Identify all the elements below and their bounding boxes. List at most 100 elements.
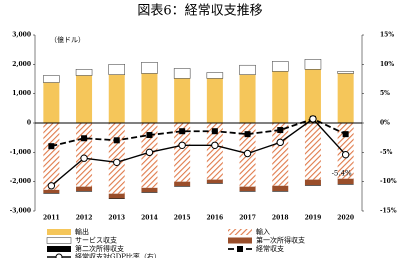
bar-segment xyxy=(108,74,125,123)
legend-label: 第一次所得収支 xyxy=(256,236,305,245)
bar-segment xyxy=(337,184,354,185)
marker xyxy=(113,137,120,144)
x-tick-label: 2013 xyxy=(108,215,125,222)
legend-swatch xyxy=(47,246,71,252)
marker xyxy=(342,131,349,138)
data-label: -5.4% xyxy=(332,170,352,178)
y-tick-label: 0 xyxy=(27,120,31,127)
y2-tick-label: 5% xyxy=(380,90,390,97)
bar-segment xyxy=(108,123,125,194)
legend-label: 経常収支 xyxy=(256,244,284,253)
y-tick-label: 3,000 xyxy=(12,32,31,39)
legend-swatch xyxy=(228,237,252,244)
x-tick-label: 2020 xyxy=(337,215,354,222)
bar-segment xyxy=(173,68,191,79)
bar-segment xyxy=(239,74,256,123)
bar-segment xyxy=(272,191,289,192)
line xyxy=(50,117,347,187)
x-tick-label: 2014 xyxy=(141,215,158,222)
bar-segment xyxy=(141,192,158,193)
x-tick-label: 2015 xyxy=(174,215,191,222)
bar-segment xyxy=(174,181,191,187)
marker xyxy=(309,115,317,123)
bar-segment xyxy=(239,186,256,192)
bar-segment xyxy=(206,183,223,184)
bar-segment xyxy=(206,179,223,184)
marker xyxy=(47,182,56,190)
legend-swatch xyxy=(55,253,63,258)
marker xyxy=(48,143,55,150)
bar-segment xyxy=(43,75,60,83)
marker xyxy=(145,148,154,157)
bar-segment xyxy=(206,72,224,79)
bar-segment xyxy=(75,69,93,76)
bar-segment xyxy=(304,59,322,70)
bar-segment xyxy=(337,71,354,74)
x-tick-label: 2012 xyxy=(76,215,93,222)
bar-segment xyxy=(337,73,354,123)
marker xyxy=(80,154,88,162)
bar-segment xyxy=(304,123,321,180)
marker xyxy=(243,149,252,158)
y-tick-label: 1,000 xyxy=(12,90,31,97)
marker xyxy=(211,128,218,135)
bar-segment xyxy=(43,189,60,194)
bar-segment xyxy=(43,193,60,194)
x-tick-label: 2019 xyxy=(305,215,322,222)
legend-label: サービス収支 xyxy=(75,236,117,245)
legend-label: 第二次所得収支 xyxy=(75,244,124,253)
x-tick-label: 2016 xyxy=(206,215,223,222)
y2-tick-label: 0% xyxy=(380,120,390,127)
legend-swatch xyxy=(228,229,252,235)
marker xyxy=(276,138,284,147)
bar-segment xyxy=(141,62,158,74)
bar-segment xyxy=(174,186,191,187)
bar-segment xyxy=(76,75,93,123)
y-tick-label: -3,000 xyxy=(10,208,31,215)
bar-segment xyxy=(337,178,354,185)
marker xyxy=(211,141,219,149)
bar-segment xyxy=(108,193,125,199)
x-tick-label: 2011 xyxy=(43,215,60,222)
legend-swatch xyxy=(47,229,71,235)
y2-tick-label: -10% xyxy=(380,178,397,185)
bar-segment xyxy=(108,64,125,75)
bar-segment xyxy=(239,191,256,192)
y-tick-label: 2,000 xyxy=(12,61,31,68)
y-tick-label: -1,000 xyxy=(10,149,31,156)
bar-segment xyxy=(272,71,289,123)
marker xyxy=(113,158,121,167)
y2-tick-label: -5% xyxy=(380,149,393,156)
bar-segment xyxy=(206,78,223,123)
y2-tick-label: 15% xyxy=(380,32,394,39)
marker xyxy=(146,132,153,139)
bar-segment xyxy=(239,64,256,75)
bar-segment xyxy=(304,179,321,186)
line xyxy=(51,117,347,148)
y-tick-label: -2,000 xyxy=(10,178,31,185)
marker xyxy=(178,141,186,149)
y2-tick-label: 10% xyxy=(380,61,394,68)
bar-segment xyxy=(272,185,289,192)
bar-segment xyxy=(43,82,60,123)
legend-label: 輸入 xyxy=(256,227,270,236)
bar-segment xyxy=(76,191,93,192)
marker xyxy=(244,131,251,138)
y2-tick-label: -15% xyxy=(380,208,397,215)
bar-segment xyxy=(141,73,158,123)
bar-segment xyxy=(206,123,223,180)
bar-segment xyxy=(76,186,93,192)
bar-segment xyxy=(43,123,60,190)
legend-swatch xyxy=(46,237,72,244)
bar-segment xyxy=(272,61,289,72)
marker xyxy=(341,150,350,159)
legend-label: 輸出 xyxy=(75,227,89,236)
chart-title: 図表6：経常収支推移 xyxy=(137,4,262,19)
marker xyxy=(81,135,88,142)
y-axis-label: （億ドル） xyxy=(50,35,85,44)
marker xyxy=(277,127,284,134)
bar-segment xyxy=(337,123,354,179)
marker xyxy=(179,128,186,135)
bar-segment xyxy=(304,69,321,123)
